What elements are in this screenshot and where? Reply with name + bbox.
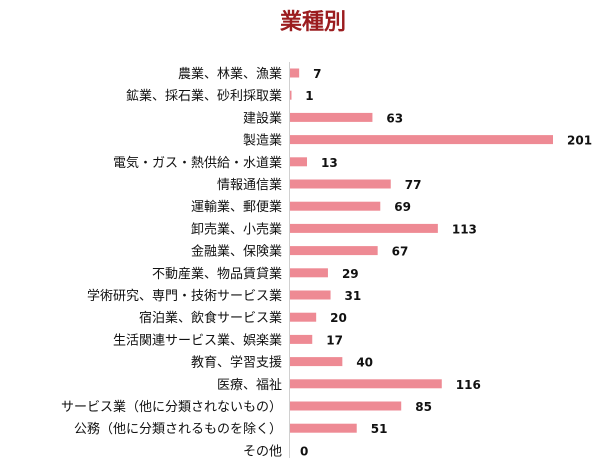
data-label: 67 <box>392 245 409 259</box>
category-label: 製造業 <box>243 133 282 149</box>
bar <box>290 157 308 167</box>
bar <box>290 334 313 344</box>
bar <box>290 135 553 145</box>
bar <box>290 423 357 433</box>
bar <box>290 268 328 278</box>
bar <box>290 179 391 189</box>
bar <box>290 201 381 211</box>
bar <box>290 68 300 78</box>
category-label: サービス業（他に分類されないもの） <box>61 399 282 415</box>
data-label: 201 <box>567 134 592 148</box>
category-label: 学術研究、専門・技術サービス業 <box>87 288 282 304</box>
category-label: 建設業 <box>243 110 282 126</box>
bar <box>290 246 378 256</box>
data-label: 85 <box>415 400 432 414</box>
bar <box>290 379 442 389</box>
category-label: 公務（他に分類されるものを除く） <box>74 422 282 437</box>
data-label: 1 <box>305 89 313 103</box>
category-label: その他 <box>243 444 282 458</box>
data-label: 17 <box>326 333 343 347</box>
data-label: 29 <box>342 267 359 281</box>
category-label: 運輸業、郵便業 <box>191 199 282 215</box>
category-label: 金融業、保険業 <box>191 244 282 260</box>
data-label: 77 <box>405 178 422 192</box>
data-label: 69 <box>394 200 411 214</box>
category-label: 宿泊業、飲食サービス業 <box>139 310 282 326</box>
data-label: 13 <box>321 156 338 170</box>
category-label: 生活関連サービス業、娯楽業 <box>113 332 282 348</box>
data-label: 0 <box>300 444 308 458</box>
data-label: 7 <box>313 67 321 81</box>
data-label: 63 <box>386 111 403 125</box>
category-label: 情報通信業 <box>217 177 282 193</box>
data-label: 31 <box>345 289 362 303</box>
category-label: 鉱業、採石業、砂利採取業 <box>126 88 282 104</box>
category-label: 電気・ガス・熱供給・水道業 <box>113 155 282 171</box>
data-label: 20 <box>330 311 347 325</box>
bar <box>290 112 373 122</box>
bar <box>290 401 402 411</box>
category-label: 農業、林業、漁業 <box>178 66 282 82</box>
bar <box>290 223 438 233</box>
bar <box>290 357 343 367</box>
data-label: 116 <box>456 378 481 392</box>
data-label: 113 <box>452 222 477 236</box>
bar <box>290 312 317 322</box>
data-label: 40 <box>356 356 373 370</box>
category-label: 不動産業、物品賃貸業 <box>152 266 282 282</box>
bar <box>290 90 292 100</box>
bar <box>290 290 331 300</box>
data-label: 51 <box>371 422 388 436</box>
chart-title: 業種別 <box>279 10 346 35</box>
category-label: 卸売業、小売業 <box>191 221 282 237</box>
category-label: 医療、福祉 <box>217 378 282 393</box>
category-label: 教育、学習支援 <box>191 355 282 371</box>
